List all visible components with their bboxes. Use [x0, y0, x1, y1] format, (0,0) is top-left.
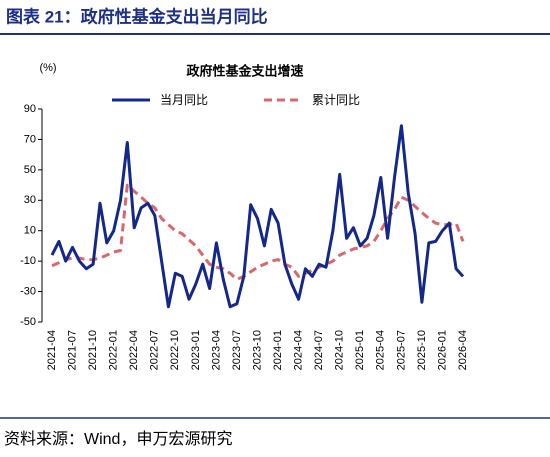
chart-title: 政府性基金支出增速 [186, 63, 303, 78]
x-tick-label: 2023-10 [251, 330, 263, 370]
header-title: 图表 21：政府性基金支出当月同比 [6, 6, 268, 26]
x-tick-label: 2021-04 [46, 330, 58, 370]
x-tick-label: 2022-10 [169, 330, 181, 370]
y-tick-label: -50 [20, 316, 36, 328]
y-tick-label: 30 [24, 194, 36, 206]
y-tick-label: -30 [20, 285, 36, 297]
x-tick-label: 2024-01 [272, 330, 284, 370]
x-tick-label: 2024-10 [334, 330, 346, 370]
x-tick-label: 2023-01 [190, 330, 202, 370]
x-tick-label: 2023-07 [231, 330, 243, 370]
source-note: 资料来源：Wind，申万宏源研究 [4, 430, 232, 448]
x-tick-label: 2026-04 [457, 330, 469, 370]
x-tick-label: 2022-07 [149, 330, 161, 370]
x-tick-label: 2024-04 [293, 330, 305, 370]
y-tick-label: 70 [24, 133, 36, 145]
x-tick-label: 2025-01 [354, 330, 366, 370]
x-tick-label: 2024-07 [313, 330, 325, 370]
y-tick-label: 50 [24, 164, 36, 176]
legend-label: 当月同比 [160, 93, 208, 107]
x-tick-label: 2025-04 [375, 330, 387, 370]
series-line [51, 183, 465, 281]
x-tick-label: 2022-04 [128, 330, 140, 370]
legend-label: 累计同比 [312, 93, 360, 107]
x-tick-label: 2026-01 [436, 330, 448, 370]
x-tick-label: 2021-10 [87, 330, 99, 370]
x-tick-label: 2022-01 [108, 330, 120, 370]
series-line [50, 124, 465, 309]
x-tick-label: 2025-07 [395, 330, 407, 370]
y-tick-label: -10 [20, 255, 36, 267]
y-axis-label: (%) [39, 62, 56, 74]
x-tick-label: 2023-04 [210, 330, 222, 370]
y-tick-label: 90 [24, 103, 36, 115]
x-tick-label: 2021-07 [66, 330, 78, 370]
y-tick-label: 10 [24, 225, 36, 237]
x-tick-label: 2025-10 [416, 330, 428, 370]
